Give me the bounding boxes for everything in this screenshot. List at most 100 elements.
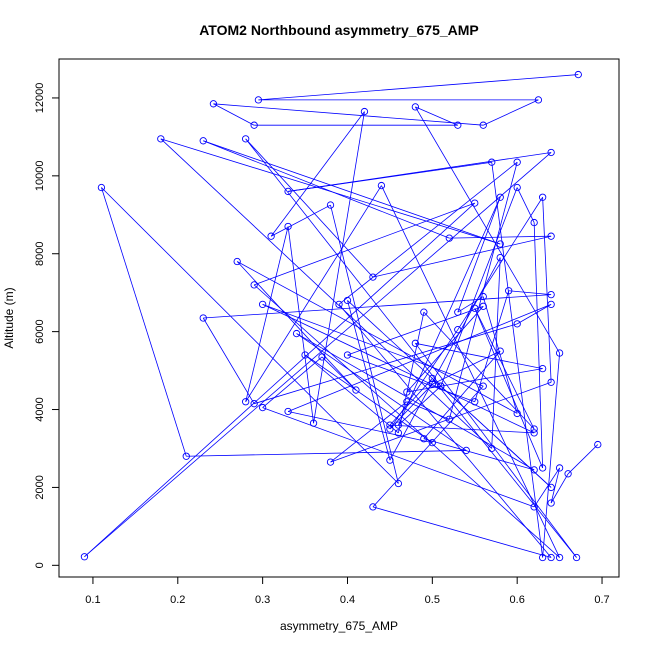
x-tick-label: 0.5 <box>425 594 440 606</box>
data-point <box>471 199 479 207</box>
data-point <box>547 290 555 299</box>
data-point <box>462 446 470 455</box>
data-point <box>394 479 403 488</box>
data-point <box>428 438 436 447</box>
data-point <box>284 407 292 416</box>
chart-title: ATOM2 Northbound asymmetry_675_AMP <box>199 22 479 38</box>
data-point <box>369 273 377 281</box>
data-point <box>530 466 538 474</box>
series-line-segment <box>415 106 458 126</box>
x-tick-label: 0.4 <box>340 594 355 606</box>
series-line-segment <box>542 197 552 383</box>
data-point <box>538 464 547 472</box>
data-point <box>258 403 267 412</box>
series-line-segment <box>415 343 577 558</box>
data-point <box>343 296 352 305</box>
data-point <box>454 308 462 316</box>
data-point <box>335 300 343 309</box>
data-point <box>574 70 582 79</box>
data-point <box>454 121 462 129</box>
data-point <box>428 380 436 388</box>
data-point <box>394 429 403 437</box>
series-line-segment <box>491 162 544 558</box>
y-tick-label: 6000 <box>34 319 46 343</box>
series-line-segment <box>347 300 391 461</box>
data-point <box>555 349 564 357</box>
data-point <box>80 553 89 561</box>
data-point <box>479 121 487 129</box>
series-line-segment <box>508 290 552 296</box>
data-point <box>513 158 521 166</box>
series-line-segment <box>449 235 552 239</box>
data-point <box>199 314 207 322</box>
series-line-segment <box>542 353 561 558</box>
y-tick-label: 8000 <box>34 241 46 265</box>
y-tick-label: 2000 <box>34 475 46 499</box>
data-point <box>254 96 263 104</box>
data-point <box>479 382 487 390</box>
series-line-segment <box>202 317 255 404</box>
data-point <box>471 304 479 312</box>
y-tick-label: 10000 <box>34 161 46 192</box>
data-point <box>547 300 555 309</box>
x-tick-label: 0.7 <box>594 594 609 606</box>
data-point <box>496 193 504 201</box>
series-line-segment <box>321 356 357 391</box>
series-line-segment <box>270 111 365 237</box>
data-point <box>547 378 555 386</box>
series-line-segment <box>432 378 577 558</box>
data-point <box>488 444 496 453</box>
series-line-segment <box>330 401 408 463</box>
data-point <box>386 456 394 464</box>
series-line-segment <box>287 303 552 412</box>
data-point <box>594 440 602 449</box>
series-line-segment <box>203 140 450 239</box>
y-tick-label: 0 <box>34 562 46 568</box>
series-line-segment <box>262 304 535 434</box>
series-line-segment <box>491 257 501 449</box>
x-axis: 0.1 0.2 0.3 0.4 0.5 0.6 0.7 <box>85 576 610 606</box>
data-point <box>420 308 428 316</box>
data-point <box>403 388 411 396</box>
series-line-segment <box>415 106 560 354</box>
data-point <box>292 329 301 338</box>
series-line-segment <box>254 323 518 405</box>
data-point <box>437 382 445 390</box>
data-point <box>513 320 521 328</box>
series-line-segment <box>347 300 552 488</box>
series-lines <box>84 74 599 558</box>
series-line-segment <box>567 444 599 475</box>
data-point <box>386 425 394 433</box>
y-tick-label: 12000 <box>34 83 46 114</box>
x-tick-label: 0.2 <box>170 594 185 606</box>
series-line-segment <box>389 257 501 461</box>
series-line-segment <box>516 304 552 325</box>
series-line-segment <box>533 467 560 508</box>
series-line-segment <box>160 138 493 449</box>
data-point <box>496 347 504 355</box>
data-point <box>547 499 555 507</box>
data-point <box>547 148 555 157</box>
series-line-segment <box>415 342 543 370</box>
data-point <box>343 351 352 359</box>
series-line-segment <box>296 333 467 451</box>
data-point <box>530 503 538 511</box>
series-line-segment <box>338 161 518 305</box>
data-point <box>242 398 250 406</box>
data-point <box>496 253 504 262</box>
series-line-segment <box>372 235 552 278</box>
data-point <box>318 353 326 361</box>
data-point <box>513 409 521 418</box>
data-point <box>496 240 504 248</box>
data-point <box>403 398 411 406</box>
data-point <box>301 351 309 359</box>
data-point <box>420 435 428 443</box>
series-line-segment <box>482 296 518 414</box>
series-line-segment <box>474 290 510 402</box>
series-line-segment <box>398 385 442 426</box>
data-point <box>250 400 258 408</box>
series-line-segment <box>203 294 552 319</box>
series-line-segment <box>236 261 518 414</box>
series-line-segment <box>313 111 365 424</box>
data-point <box>428 374 436 383</box>
